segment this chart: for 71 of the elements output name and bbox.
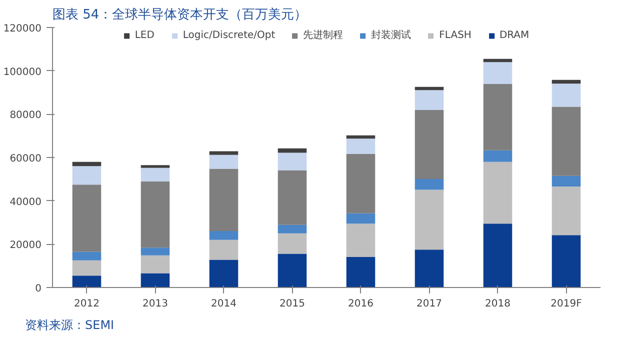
x-tick-label: 2013 [142, 298, 168, 310]
bar [72, 184, 102, 252]
legend-label: Logic/Discrete/Opt [182, 30, 276, 40]
y-tick-label: 40000 [10, 196, 42, 208]
legend-label: 先进制程 [303, 28, 344, 42]
y-tick-label: 80000 [10, 110, 42, 122]
bar [346, 135, 376, 139]
bar [414, 110, 444, 179]
x-tick-label: 2017 [416, 298, 442, 310]
x-tick-label: 2014 [211, 298, 236, 310]
bar [483, 62, 512, 84]
bar [140, 181, 170, 248]
chart-title: 图表 54：全球半导体资本开支（百万美元） [52, 6, 308, 22]
bar [414, 250, 444, 288]
bar [209, 154, 238, 169]
bar [140, 255, 170, 274]
y-tick-label: 60000 [10, 154, 42, 164]
bar [552, 186, 581, 236]
bar [209, 151, 238, 155]
bar [414, 86, 444, 90]
bar [278, 148, 307, 153]
x-tick-label: 2019F [550, 298, 582, 310]
bar [72, 166, 102, 185]
bar [552, 235, 581, 288]
legend-label: 封装测试 [371, 28, 412, 42]
x-tick-label: 2015 [280, 298, 305, 310]
bar [72, 260, 102, 276]
legend-label: LED [134, 30, 155, 40]
bar [414, 178, 444, 190]
bar [483, 84, 512, 150]
bar [278, 152, 307, 170]
legend-label: FLASH [439, 30, 472, 40]
bar [414, 90, 444, 110]
bar [552, 84, 581, 107]
bar [552, 106, 581, 176]
bar [278, 170, 307, 225]
legend-label: DRAM [499, 30, 530, 40]
bar [346, 224, 376, 257]
bar [483, 150, 512, 162]
bar [140, 168, 170, 182]
bar [414, 190, 444, 250]
x-tick-label: 2016 [348, 298, 374, 310]
bar [278, 224, 307, 234]
bar [140, 273, 170, 288]
bar [209, 168, 238, 231]
y-tick-label: 20000 [10, 240, 42, 252]
y-tick-label: 120000 [3, 24, 42, 34]
bar [552, 176, 581, 187]
bar [278, 233, 307, 254]
bar [72, 252, 102, 260]
bar [140, 248, 170, 256]
bar [346, 138, 376, 154]
bar [140, 165, 170, 168]
x-tick-label: 2018 [485, 298, 510, 310]
bar [278, 254, 307, 288]
x-tick-label: 2012 [74, 298, 100, 310]
bar [483, 58, 512, 62]
y-tick-label: 100000 [3, 66, 42, 78]
bar [346, 154, 376, 214]
bar [209, 260, 238, 288]
bar [552, 80, 581, 84]
bar [209, 240, 238, 260]
bar [72, 162, 102, 166]
bar [483, 162, 512, 224]
text: 资料来源：SEMI [25, 317, 114, 334]
bar [346, 213, 376, 224]
bar [209, 230, 238, 240]
bar [72, 276, 102, 288]
bar [483, 224, 512, 288]
bar [346, 256, 376, 288]
y-tick-label: 0 [35, 284, 42, 294]
